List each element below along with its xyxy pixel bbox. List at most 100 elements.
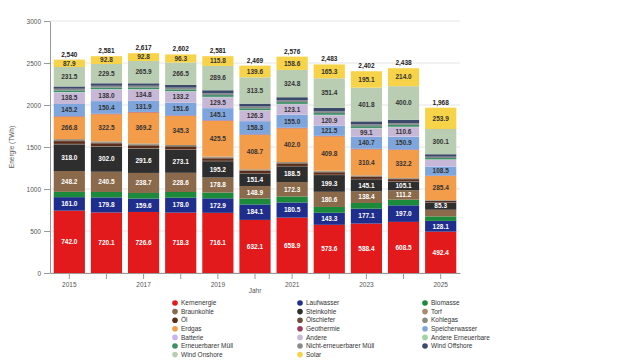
data-label: 128.1 [433, 223, 450, 230]
legend-swatch[interactable] [172, 309, 178, 315]
legend-swatch[interactable] [297, 300, 303, 306]
legend-label[interactable]: Solar [306, 351, 322, 358]
legend-item[interactable]: Laufwasser [297, 299, 340, 306]
legend-item[interactable]: Braunkohle [172, 308, 214, 315]
legend-label[interactable]: Andere [306, 334, 327, 341]
legend-swatch[interactable] [422, 343, 428, 349]
legend-label[interactable]: Erneuerbarer Müll [181, 342, 234, 349]
y-tick-mark [44, 189, 50, 190]
data-label: 178.8 [210, 181, 227, 188]
legend-item[interactable]: Kohlegas [422, 316, 459, 324]
legend-label[interactable]: Erdgas [181, 325, 202, 333]
legend-label[interactable]: Torf [431, 308, 442, 315]
x-tick-mark [292, 273, 293, 279]
legend-item[interactable]: Biomasse [422, 299, 460, 306]
bar-segment [388, 178, 419, 179]
data-label: 228.6 [173, 179, 190, 186]
legend-swatch[interactable] [172, 335, 178, 341]
legend-label[interactable]: Braunkohle [181, 308, 214, 315]
bar-segment [54, 67, 85, 86]
legend-swatch[interactable] [297, 343, 303, 349]
legend-label[interactable]: Batterie [181, 334, 204, 341]
bar-segment [91, 172, 122, 192]
legend-swatch[interactable] [297, 317, 303, 323]
legend-label[interactable]: Andere Erneuerbare [431, 334, 490, 341]
legend-swatch[interactable] [297, 326, 303, 332]
legend-swatch[interactable] [172, 317, 178, 323]
bar-segment [314, 172, 345, 174]
legend-label[interactable]: Steinkohle [306, 308, 337, 315]
legend-item[interactable]: Solar [297, 351, 322, 358]
legend-item[interactable]: Batterie [172, 334, 204, 341]
legend-label[interactable]: Kohlegas [431, 316, 459, 324]
total-label: 2,540 [61, 51, 78, 59]
bar-segment [239, 199, 270, 205]
data-label: 111.2 [396, 191, 412, 198]
legend-item[interactable]: Öl [172, 316, 188, 323]
legend-label[interactable]: Wind Onshore [181, 351, 223, 358]
bar-segment [128, 144, 159, 146]
legend-item[interactable]: Steinkohle [297, 308, 337, 315]
legend-item[interactable]: Erdgas [172, 325, 202, 333]
legend-label[interactable]: Speicherwasser [431, 325, 478, 333]
data-label: 108.5 [433, 167, 450, 174]
legend-swatch[interactable] [297, 335, 303, 341]
legend-item[interactable]: Kernenergie [172, 299, 217, 307]
bar-segment [202, 193, 233, 199]
legend-item[interactable]: Ölschiefer [297, 316, 336, 323]
legend-label[interactable]: Wind Offshore [431, 342, 473, 349]
bar-segment [239, 170, 270, 171]
legend-label[interactable]: Öl [181, 316, 188, 323]
legend-swatch[interactable] [422, 317, 428, 323]
legend-swatch[interactable] [297, 352, 303, 358]
legend-item[interactable]: Speicherwasser [422, 325, 478, 333]
legend-item[interactable]: Wind Offshore [422, 342, 473, 349]
legend-swatch[interactable] [297, 309, 303, 315]
legend-swatch[interactable] [172, 300, 178, 306]
bar-segment [239, 108, 270, 110]
total-label: 2,617 [135, 44, 152, 52]
bar-segment [277, 218, 308, 273]
legend-swatch[interactable] [172, 352, 178, 358]
legend-item[interactable]: Erneuerbarer Müll [172, 342, 233, 349]
bar-segment [202, 66, 233, 90]
bar-segment [54, 117, 85, 139]
data-label: 195.1 [358, 76, 375, 83]
legend-item[interactable]: Torf [422, 308, 442, 315]
legend-swatch[interactable] [422, 309, 428, 315]
data-label: 214.0 [395, 73, 412, 80]
bar-segment [165, 145, 196, 146]
data-label: 145.1 [210, 111, 227, 118]
legend-label[interactable]: Geothermie [306, 325, 340, 332]
y-axis-line [50, 22, 51, 274]
legend-label[interactable]: Laufwasser [306, 299, 340, 306]
data-label: 402.0 [284, 141, 301, 148]
legend-item[interactable]: Geothermie [297, 325, 340, 332]
legend-swatch[interactable] [172, 343, 178, 349]
bar-segment [202, 157, 233, 158]
data-label: 265.9 [135, 68, 152, 75]
bar-segment [128, 193, 159, 199]
data-label: 139.6 [247, 68, 264, 75]
data-label: 143.3 [321, 215, 338, 222]
bar-segment [388, 179, 419, 181]
legend-label[interactable]: Kernenergie [181, 299, 217, 307]
bar-segment [91, 114, 122, 141]
legend-label[interactable]: Nicht-erneuerbarer Müll [306, 342, 375, 349]
total-label: 2,469 [247, 57, 264, 65]
legend-label[interactable]: Biomasse [431, 299, 460, 306]
legend-swatch[interactable] [422, 300, 428, 306]
x-axis-title: Jahr [249, 287, 262, 294]
legend-swatch[interactable] [422, 335, 428, 341]
data-label: 121.5 [321, 127, 338, 134]
legend-item[interactable]: Nicht-erneuerbarer Müll [297, 342, 375, 349]
legend-item[interactable]: Andere [297, 334, 327, 341]
legend-swatch[interactable] [172, 326, 178, 332]
bar-segment [165, 103, 196, 116]
data-label: 148.9 [247, 189, 264, 196]
legend-item[interactable]: Wind Onshore [172, 351, 223, 358]
data-label: 318.0 [61, 154, 78, 161]
legend-swatch[interactable] [422, 326, 428, 332]
legend-label[interactable]: Ölschiefer [306, 316, 336, 323]
legend-item[interactable]: Andere Erneuerbare [422, 334, 490, 341]
